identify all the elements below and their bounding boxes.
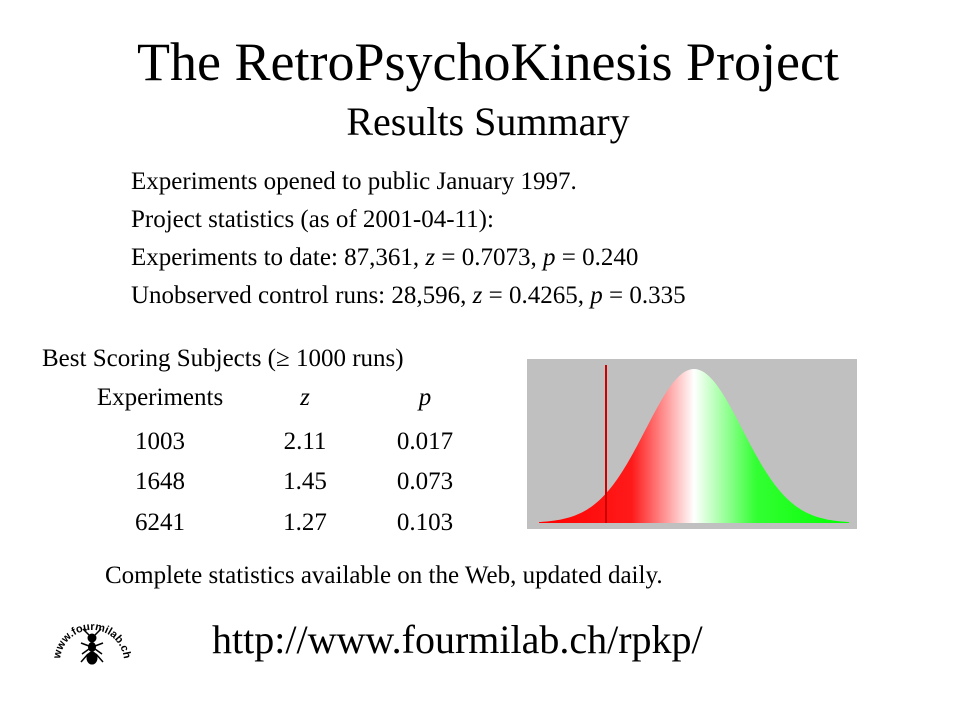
header-experiments: Experiments (96, 384, 224, 411)
row-2-z: 1.45 (283, 468, 327, 495)
experiments-p-label: p (542, 244, 556, 271)
best-subjects-title: Best Scoring Subjects (≥ 1000 runs) (42, 345, 404, 372)
slide-title: The RetroPsychoKinesis Project (137, 32, 839, 92)
slide-subtitle: Results Summary (346, 99, 630, 144)
experiments-z-label: z (425, 244, 436, 271)
project-url[interactable]: http://www.fourmilab.ch/rpkp/ (212, 617, 703, 662)
row-2-p: 0.073 (396, 468, 454, 495)
row-3-z: 1.27 (283, 509, 327, 536)
ant-icon (80, 628, 104, 665)
stats-experiments-line: Experiments to date: 87,361, z = 0.7073,… (131, 239, 686, 277)
experiments-prefix: Experiments to date: 87,361, (131, 244, 426, 271)
bell-curve-chart (527, 359, 857, 529)
experiments-p-value: = 0.240 (555, 244, 639, 271)
control-z-label: z (472, 282, 483, 309)
row-2-experiments: 1648 (135, 468, 185, 495)
stats-as-of-line: Project statistics (as of 2001-04-11): (131, 206, 494, 233)
experiments-z-value: = 0.7073, (435, 244, 543, 271)
control-z-value: = 0.4265, (482, 282, 591, 309)
row-3-experiments: 6241 (135, 509, 185, 536)
row-1-experiments: 1003 (135, 428, 185, 455)
stats-opened-line: Experiments opened to public January 199… (131, 168, 577, 195)
control-p-value: = 0.335 (602, 282, 686, 309)
project-stats: Experiments opened to public January 199… (131, 163, 686, 315)
fourmilab-logo: www.fourmilab.ch (52, 621, 132, 665)
header-z: z (300, 384, 310, 411)
stats-control-line: Unobserved control runs: 28,596, z = 0.4… (131, 277, 686, 315)
row-1-p: 0.017 (396, 428, 454, 455)
footer-note: Complete statistics available on the Web… (105, 562, 663, 589)
control-p-label: p (590, 282, 603, 309)
bell-curve-area (539, 369, 849, 523)
row-1-z: 2.11 (283, 428, 327, 455)
control-prefix: Unobserved control runs: 28,596, (131, 282, 473, 309)
row-3-p: 0.103 (396, 509, 454, 536)
header-p: p (418, 384, 432, 411)
